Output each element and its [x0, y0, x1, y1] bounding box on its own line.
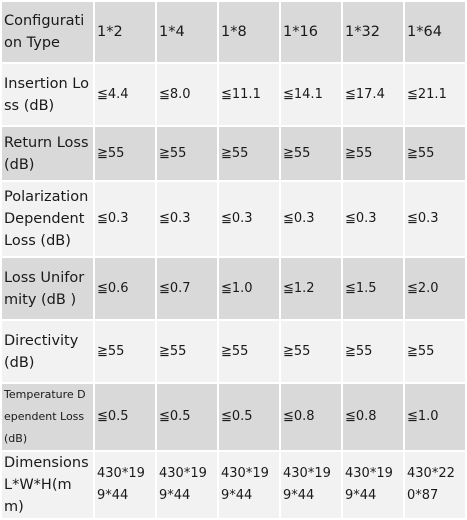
row-label: Insertion Loss (dB) [2, 64, 93, 125]
table-cell: ≧55 [343, 127, 403, 180]
table-cell: ≦17.4 [343, 64, 403, 125]
table-cell: 430*199*44 [219, 452, 279, 518]
table-row-temperature-dependent-loss: Temperature Dependent Loss (dB) ≦0.5 ≦0.… [2, 384, 465, 450]
table-cell: ≧55 [95, 321, 155, 382]
table-cell: ≦2.0 [405, 258, 465, 319]
table-cell: ≦0.5 [157, 384, 217, 450]
header-cell-1x4: 1*4 [157, 2, 217, 62]
table-row-polarization-dependent-loss: Polarization Dependent Loss (dB) ≦0.3 ≦0… [2, 182, 465, 256]
row-label: Polarization Dependent Loss (dB) [2, 182, 93, 256]
table-cell: ≧55 [157, 321, 217, 382]
table-cell: ≧55 [405, 127, 465, 180]
table-cell: ≦0.3 [405, 182, 465, 256]
table-cell: 430*220*87 [405, 452, 465, 518]
table-cell: ≧55 [219, 321, 279, 382]
table-cell: ≦4.4 [95, 64, 155, 125]
table-cell: ≧55 [405, 321, 465, 382]
header-cell-1x2: 1*2 [95, 2, 155, 62]
table-cell: ≦1.5 [343, 258, 403, 319]
table-cell: ≦1.2 [281, 258, 341, 319]
table-cell: ≦21.1 [405, 64, 465, 125]
header-cell-1x32: 1*32 [343, 2, 403, 62]
table-header-row: Configuration Type 1*2 1*4 1*8 1*16 1*32… [2, 2, 465, 62]
table-cell: ≦11.1 [219, 64, 279, 125]
table-cell: ≧55 [219, 127, 279, 180]
table-row-directivity: Directivity (dB) ≧55 ≧55 ≧55 ≧55 ≧55 ≧55 [2, 321, 465, 382]
table-cell: ≧55 [157, 127, 217, 180]
table-cell: ≦0.3 [281, 182, 341, 256]
table-cell: ≦1.0 [405, 384, 465, 450]
table-cell: ≦0.3 [219, 182, 279, 256]
table-cell: ≦0.3 [343, 182, 403, 256]
row-label: Temperature Dependent Loss (dB) [2, 384, 93, 450]
table-cell: ≦0.3 [95, 182, 155, 256]
row-label: Return Loss (dB) [2, 127, 93, 180]
table-cell: ≧55 [343, 321, 403, 382]
row-label: Dimensions L*W*H(mm) [2, 452, 93, 518]
table-cell: 430*199*44 [343, 452, 403, 518]
table-cell: ≧55 [281, 127, 341, 180]
table-cell: ≦0.5 [219, 384, 279, 450]
table-cell: ≦14.1 [281, 64, 341, 125]
table-cell: ≦0.8 [343, 384, 403, 450]
table-row-dimensions: Dimensions L*W*H(mm) 430*199*44 430*199*… [2, 452, 465, 518]
table-cell: ≦0.8 [281, 384, 341, 450]
table-row-return-loss: Return Loss (dB) ≧55 ≧55 ≧55 ≧55 ≧55 ≧55 [2, 127, 465, 180]
table-cell: 430*199*44 [281, 452, 341, 518]
header-cell-1x16: 1*16 [281, 2, 341, 62]
table-cell: ≦0.7 [157, 258, 217, 319]
table-cell: ≦0.5 [95, 384, 155, 450]
table-row-insertion-loss: Insertion Loss (dB) ≦4.4 ≦8.0 ≦11.1 ≦14.… [2, 64, 465, 125]
table-cell: ≧55 [95, 127, 155, 180]
row-label: Directivity (dB) [2, 321, 93, 382]
header-label-cell: Configuration Type [2, 2, 93, 62]
header-cell-1x8: 1*8 [219, 2, 279, 62]
table-cell: ≦1.0 [219, 258, 279, 319]
table-cell: ≦0.3 [157, 182, 217, 256]
row-label: Loss Uniformity (dB ) [2, 258, 93, 319]
table-cell: ≦0.6 [95, 258, 155, 319]
table-cell: 430*199*44 [157, 452, 217, 518]
table-cell: 430*199*44 [95, 452, 155, 518]
header-cell-1x64: 1*64 [405, 2, 465, 62]
table-row-loss-uniformity: Loss Uniformity (dB ) ≦0.6 ≦0.7 ≦1.0 ≦1.… [2, 258, 465, 319]
table-cell: ≧55 [281, 321, 341, 382]
table-cell: ≦8.0 [157, 64, 217, 125]
